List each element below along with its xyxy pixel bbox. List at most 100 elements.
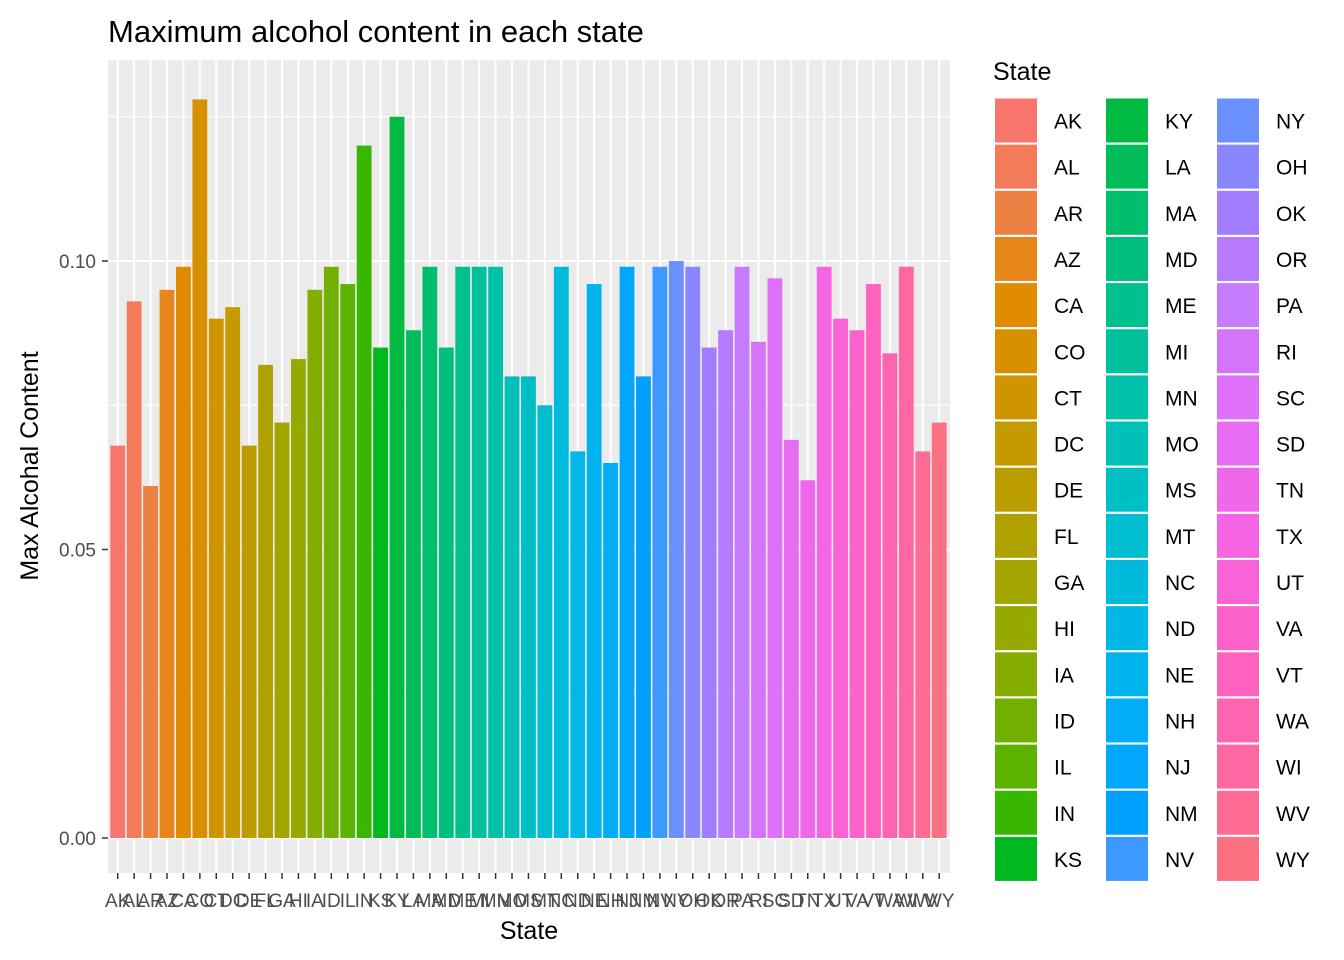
x-tick-label: IN (355, 891, 374, 912)
legend-label: WI (1276, 757, 1302, 780)
bar-dc (225, 307, 241, 838)
x-tick-label: OH (679, 891, 708, 912)
x-tick-label: ND (564, 891, 591, 912)
legend-label: KS (1054, 849, 1082, 872)
x-tick-label: UT (828, 891, 854, 912)
y-axis-title: Max Alcohal Content (16, 351, 44, 580)
bar-ky (389, 116, 405, 838)
legend-label: AR (1054, 203, 1083, 226)
legend-key-ky (1106, 98, 1148, 143)
legend-label: FL (1054, 526, 1079, 549)
x-tick-label: NV (647, 891, 674, 912)
legend-label: ND (1165, 618, 1195, 641)
bar-az (159, 289, 175, 839)
bar-ca (176, 266, 191, 838)
legend-label: LA (1165, 157, 1191, 180)
legend-label: IL (1054, 757, 1072, 780)
legend-key-wi (1217, 744, 1259, 789)
legend-label: DC (1054, 434, 1084, 457)
y-axis: 0.00 0.05 0.10 (59, 252, 108, 850)
legend-label: KY (1165, 111, 1193, 134)
legend-key-ny (1217, 98, 1259, 143)
bar-mo (504, 376, 520, 838)
bar-nh (603, 462, 618, 838)
x-tick-label: KY (384, 891, 410, 912)
legend-label: AZ (1054, 249, 1081, 272)
x-tick-label: MA (416, 891, 445, 912)
legend-label: NM (1165, 803, 1198, 826)
legend-key-md (1106, 236, 1148, 281)
bar-sc (767, 278, 783, 838)
legend-key-in (995, 790, 1037, 835)
bar-oh (685, 266, 701, 838)
x-tick-label: LA (402, 891, 426, 912)
bar-tx (816, 266, 832, 838)
bar-hi (291, 359, 306, 838)
bar-me (455, 266, 471, 838)
legend-key-ms (1106, 467, 1148, 512)
legend-key-ks (995, 836, 1037, 881)
legend-label: VT (1276, 664, 1303, 687)
legend-key-nh (1106, 698, 1148, 743)
x-tick-label: WA (875, 891, 905, 912)
bar-pa (734, 266, 750, 838)
legend-key-ne (1106, 652, 1148, 697)
legend-label: SC (1276, 387, 1305, 410)
legend-label: DE (1054, 480, 1083, 503)
legend-label: WV (1276, 803, 1310, 826)
legend-label: AK (1054, 111, 1082, 134)
x-tick-label: WY (924, 891, 955, 912)
legend-key-nc (1106, 560, 1148, 604)
legend-label: MD (1165, 249, 1198, 272)
legend-key-dc (995, 421, 1037, 466)
bar-nv (652, 266, 668, 838)
bar-tn (800, 480, 816, 838)
bar-ut (833, 318, 849, 838)
legend-key-me (1106, 283, 1148, 328)
x-tick-label: MI (469, 891, 490, 912)
legend-label: NV (1165, 849, 1194, 872)
legend-key-ct (995, 375, 1037, 420)
x-tick-label: NC (548, 891, 575, 912)
bar-md (438, 347, 454, 838)
bar-fl (258, 364, 273, 838)
bar-ri (751, 341, 766, 838)
legend-key-il (995, 744, 1037, 789)
x-tick-label: MO (497, 891, 528, 912)
legend-label: CO (1054, 341, 1086, 364)
bar-ct (208, 318, 224, 838)
x-tick-label: OK (695, 891, 723, 912)
y-tick-label: 0.00 (59, 829, 96, 850)
legend-label: OR (1276, 249, 1308, 272)
legend-key-fl (995, 513, 1037, 558)
legend-key-hi (995, 606, 1037, 651)
bar-ks (373, 347, 388, 838)
legend-key-ok (1217, 190, 1259, 235)
legend-key-ca (995, 283, 1037, 328)
legend-label: PA (1276, 295, 1302, 318)
x-tick-label: MT (531, 891, 559, 912)
x-tick-label: DE (236, 891, 262, 912)
legend-key-az (995, 236, 1037, 281)
legend-key-ma (1106, 190, 1148, 235)
x-tick-label: TX (812, 891, 837, 912)
bar-or (718, 330, 734, 838)
x-tick-label: KS (368, 891, 393, 912)
legend-label: IA (1054, 664, 1074, 687)
legend-label: MA (1165, 203, 1197, 226)
legend-label: MI (1165, 341, 1188, 364)
legend-title: State (993, 58, 1051, 86)
legend-key-wy (1217, 836, 1259, 881)
legend-label: RI (1276, 341, 1297, 364)
x-tick-label: NE (581, 891, 607, 912)
legend-key-mi (1106, 329, 1148, 374)
bar-ne (586, 284, 602, 839)
x-axis-title: State (500, 917, 558, 945)
legend-key-sc (1217, 375, 1259, 420)
legend-key-ak (995, 98, 1037, 143)
legend-key-id (995, 698, 1037, 743)
bar-sd (783, 439, 799, 838)
x-tick-label: ME (448, 891, 477, 912)
legend-key-mt (1106, 513, 1148, 558)
